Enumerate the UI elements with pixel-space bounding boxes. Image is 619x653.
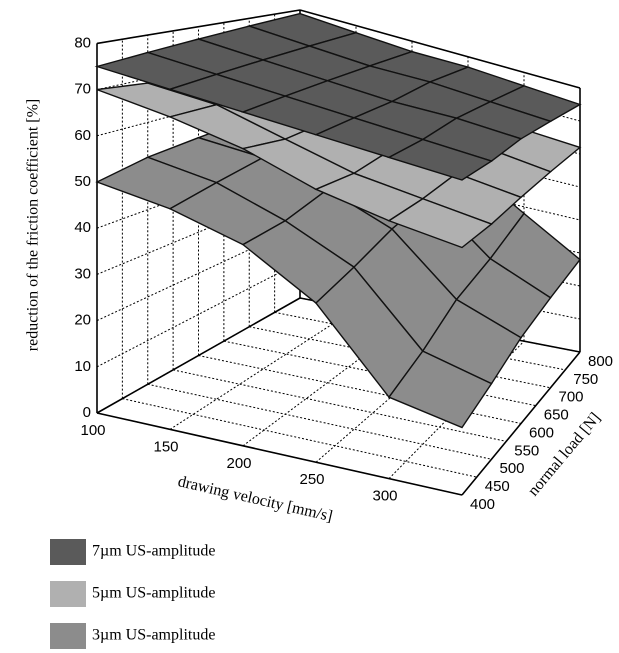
x-tick-label: 200 [226, 455, 251, 472]
legend-label: 7µm US-amplitude [92, 543, 215, 560]
axis-line [96, 297, 301, 414]
legend-label: 5µm US-amplitude [92, 585, 215, 602]
grid-line [169, 308, 357, 430]
x-tick-label: 250 [299, 471, 324, 488]
surface-cell [387, 138, 494, 181]
x-tick-label: 150 [153, 438, 178, 455]
z-tick-label: 0 [83, 404, 91, 421]
legend-swatch [50, 539, 86, 565]
legend-swatch [50, 623, 86, 649]
grid-line [173, 369, 507, 442]
axis-line [299, 9, 581, 89]
z-tick-label: 50 [74, 173, 91, 190]
z-tick-label: 70 [74, 81, 91, 98]
y-tick-label: 450 [485, 478, 510, 495]
z-tick-label: 10 [74, 358, 91, 375]
z-tick-label: 30 [74, 265, 91, 282]
y-tick-label: 400 [470, 496, 495, 513]
z-tick-label: 20 [74, 312, 91, 329]
axis-line [461, 351, 581, 496]
z-tick-label: 60 [74, 127, 91, 144]
x-tick-label: 100 [80, 422, 105, 439]
axis-line [96, 9, 301, 45]
y-tick-label: 550 [514, 442, 539, 459]
surface-cell [387, 350, 493, 429]
grid-line [198, 355, 522, 424]
x-tick-label: 300 [372, 488, 397, 505]
z-tick-label: 80 [74, 34, 91, 51]
grid-line [96, 225, 301, 322]
axis-line [96, 412, 463, 496]
y-tick-label: 500 [500, 460, 525, 477]
surface-cell [387, 197, 493, 249]
z-tick-label: 40 [74, 219, 91, 236]
grid-line [242, 319, 413, 447]
y-tick-label: 800 [588, 353, 613, 370]
y-tick-label: 700 [559, 389, 584, 406]
legend-label: 3µm US-amplitude [92, 627, 215, 644]
z-axis-label: reduction of the friction coefficient [%… [25, 99, 42, 351]
grid-line [122, 398, 477, 478]
legend-swatch [50, 581, 86, 607]
grid-line [147, 383, 492, 460]
y-tick-label: 600 [529, 424, 554, 441]
grid-line [96, 189, 301, 275]
y-tick-label: 750 [573, 371, 598, 388]
y-tick-label: 650 [544, 407, 569, 424]
